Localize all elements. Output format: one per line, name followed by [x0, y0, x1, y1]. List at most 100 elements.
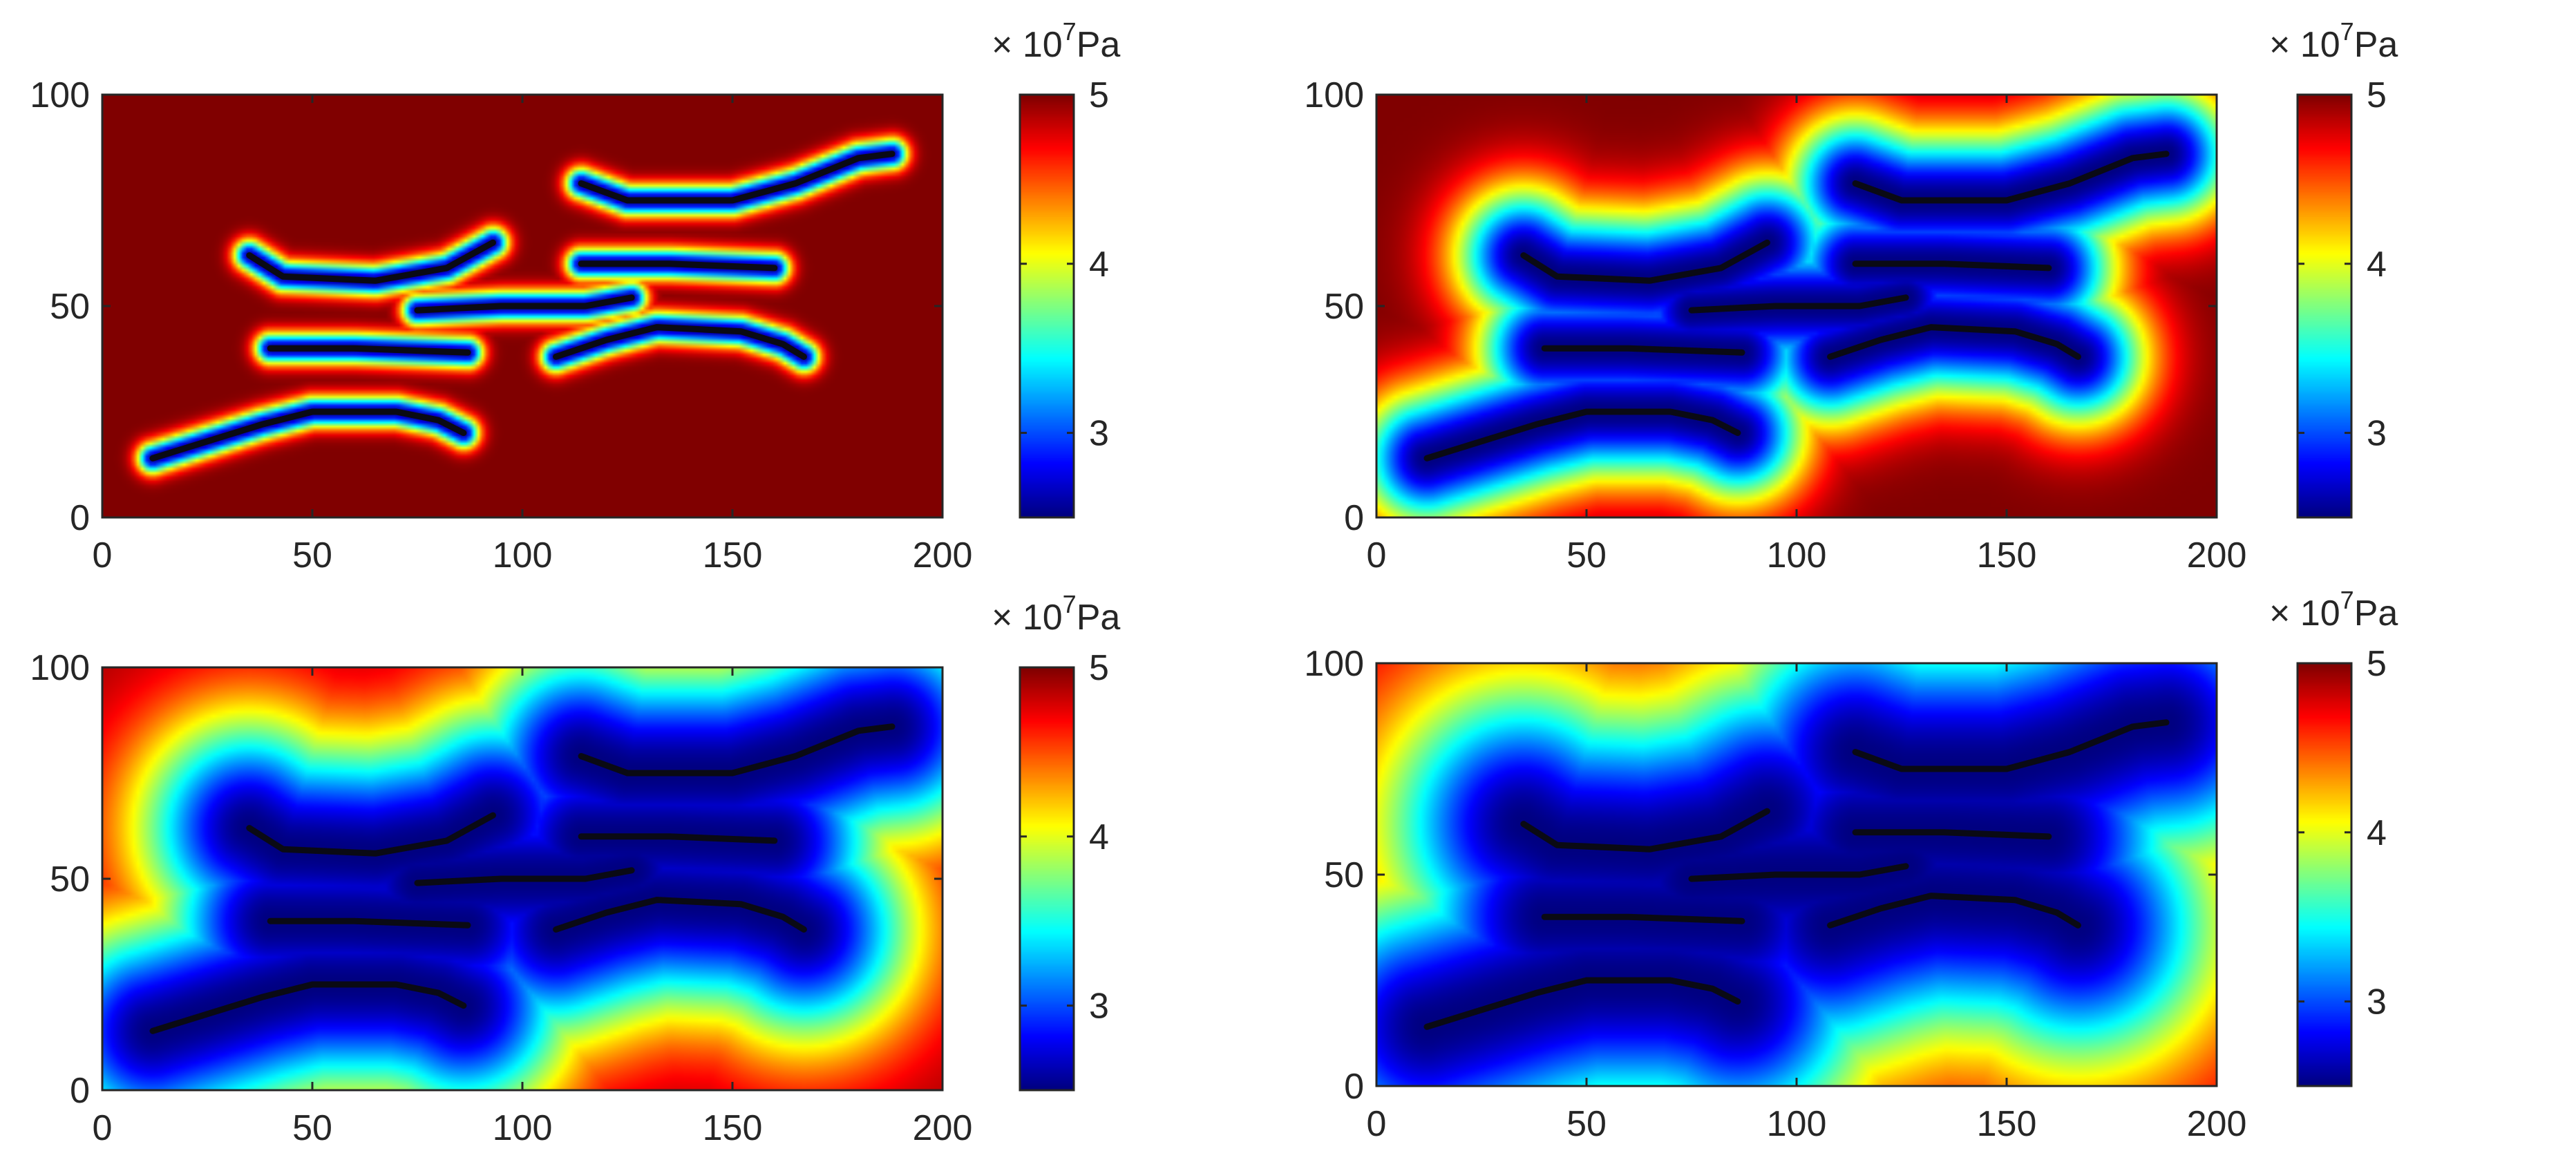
fracture-line — [1852, 260, 2052, 272]
colorbar-tick-label: 4 — [1089, 817, 1109, 857]
colorbar-tick-label: 3 — [1089, 414, 1109, 454]
fracture-line — [1423, 408, 1741, 461]
colorbar-box — [1019, 93, 1075, 519]
y-tick-label: 100 — [1304, 644, 1364, 684]
multiplier-base: × 10 — [2269, 25, 2340, 65]
fracture-line — [578, 833, 778, 844]
y-tick-label: 0 — [70, 1071, 90, 1111]
x-tick-label: 100 — [1767, 1104, 1827, 1144]
multiplier-exponent: 7 — [1063, 17, 1077, 46]
colorbar-tick-label: 3 — [2367, 982, 2387, 1022]
fracture-line — [1520, 239, 1770, 284]
x-tick-label: 100 — [493, 535, 553, 575]
fracture-line — [149, 408, 467, 461]
x-tick-label: 150 — [1977, 1104, 2037, 1144]
colorbar-tick-label: 3 — [2367, 414, 2387, 454]
colorbar — [2298, 663, 2351, 1086]
colorbar — [1020, 667, 1074, 1090]
y-tick-label: 50 — [50, 859, 90, 899]
colorbar-tick-label: 3 — [1089, 987, 1109, 1027]
fracture-line — [578, 723, 896, 777]
colorbar-unit-label: × 107Pa — [2269, 17, 2398, 65]
colorbar — [2298, 95, 2351, 517]
panel-bottom-right: 0 50 100 150 200 0 50 100 3 4 5 × 107Pa — [1304, 586, 2398, 1144]
colorbar-tick-label: 4 — [2367, 813, 2387, 853]
fracture-line — [267, 917, 471, 929]
unit: Pa — [1077, 598, 1121, 638]
multiplier-exponent: 7 — [2340, 586, 2354, 614]
colorbar-box — [2296, 662, 2353, 1087]
fracture-line — [1827, 893, 2081, 929]
x-tick-label: 50 — [1566, 1104, 1607, 1144]
fracture-line — [246, 239, 496, 284]
fracture-line — [414, 867, 635, 886]
fracture-line — [1852, 829, 2052, 840]
colorbar-box — [2296, 93, 2353, 519]
x-tick-label: 100 — [493, 1108, 553, 1148]
fracture-line — [1688, 863, 1909, 882]
colorbar-unit-label: × 107Pa — [992, 17, 1120, 65]
multiplier-base: × 10 — [2269, 593, 2340, 634]
fracture-line — [553, 897, 807, 933]
unit: Pa — [2354, 593, 2398, 634]
multiplier-exponent: 7 — [1063, 590, 1077, 618]
y-tick-label: 100 — [30, 75, 90, 115]
colorbar-unit-label: × 107Pa — [2269, 586, 2398, 634]
unit: Pa — [2354, 25, 2398, 65]
colorbar-tick-label: 5 — [1089, 75, 1109, 115]
x-tick-label: 50 — [1566, 535, 1607, 575]
colorbar-unit-label: × 107Pa — [992, 590, 1120, 638]
y-tick-label: 0 — [1344, 1067, 1364, 1107]
fracture-line — [414, 294, 635, 314]
unit: Pa — [1077, 25, 1121, 65]
fracture-line — [149, 981, 467, 1034]
x-tick-label: 0 — [93, 1108, 113, 1148]
x-tick-label: 50 — [292, 1108, 332, 1148]
fracture-line — [578, 260, 778, 272]
fracture-line — [1541, 345, 1745, 356]
fracture-line — [1423, 977, 1741, 1030]
y-tick-label: 50 — [50, 287, 90, 327]
y-tick-label: 100 — [30, 648, 90, 688]
colorbar-box — [1019, 666, 1075, 1092]
fracture-line — [1688, 294, 1909, 314]
panel-top-left: 0 50 100 150 200 0 50 100 3 4 5 × 107Pa — [30, 17, 1120, 575]
x-tick-label: 200 — [2187, 535, 2247, 575]
fracture-line — [578, 151, 896, 204]
fracture-line — [1541, 913, 1745, 924]
fracture-line — [267, 345, 471, 356]
multiplier-base: × 10 — [992, 25, 1063, 65]
fracture-line — [1520, 808, 1770, 853]
x-tick-label: 200 — [913, 1108, 973, 1148]
multiplier-base: × 10 — [992, 598, 1063, 638]
y-tick-label: 0 — [1344, 498, 1364, 538]
x-tick-label: 50 — [292, 535, 332, 575]
x-tick-label: 150 — [703, 1108, 763, 1148]
y-tick-label: 100 — [1304, 75, 1364, 115]
x-tick-label: 0 — [1367, 535, 1387, 575]
panel-top-right: 0 50 100 150 200 0 50 100 3 4 5 × 107Pa — [1304, 17, 2398, 575]
x-tick-label: 200 — [913, 535, 973, 575]
colorbar-tick-label: 5 — [2367, 644, 2387, 684]
x-tick-label: 0 — [1367, 1104, 1387, 1144]
y-tick-label: 50 — [1324, 855, 1364, 895]
x-tick-label: 200 — [2187, 1104, 2247, 1144]
colorbar-tick-label: 4 — [1089, 245, 1109, 285]
fracture-line — [1827, 324, 2081, 360]
multiplier-exponent: 7 — [2340, 17, 2354, 46]
colorbar — [1020, 95, 1074, 517]
colorbar-tick-label: 5 — [2367, 75, 2387, 115]
panel-bottom-left: 0 50 100 150 200 0 50 100 3 4 5 × 107Pa — [30, 590, 1120, 1148]
y-tick-label: 50 — [1324, 287, 1364, 327]
x-tick-label: 100 — [1767, 535, 1827, 575]
fracture-line — [1852, 151, 2170, 204]
fracture-line — [1852, 719, 2170, 772]
fracture-line — [553, 324, 807, 360]
colorbar-tick-label: 5 — [1089, 648, 1109, 688]
fracture-line — [246, 812, 496, 857]
x-tick-label: 150 — [703, 535, 763, 575]
colorbar-tick-label: 4 — [2367, 245, 2387, 285]
x-tick-label: 150 — [1977, 535, 2037, 575]
y-tick-label: 0 — [70, 498, 90, 538]
